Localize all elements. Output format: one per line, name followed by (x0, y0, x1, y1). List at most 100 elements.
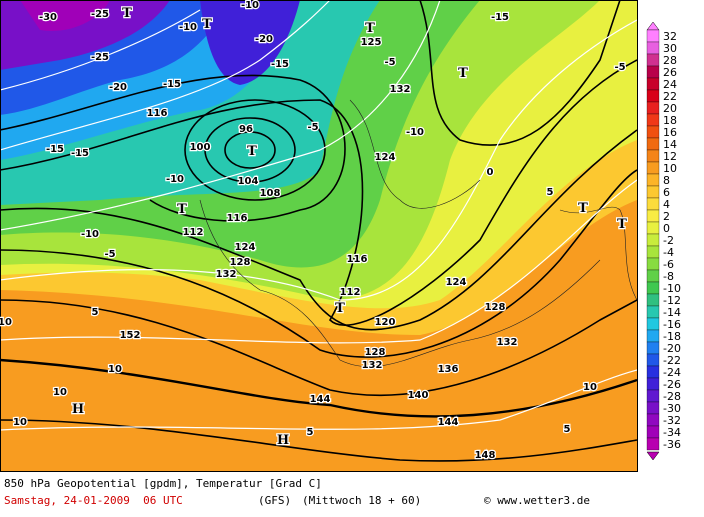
scale-label: -8 (663, 270, 674, 283)
scale-cell (646, 401, 660, 415)
contour-label: -30 (39, 12, 57, 23)
contour-label: 136 (438, 364, 459, 375)
contour-label: 5 (92, 307, 99, 318)
pressure-center: T (122, 6, 132, 21)
contour-label: 148 (475, 450, 496, 461)
scale-label: -22 (663, 354, 681, 367)
scale-label: -34 (663, 426, 681, 439)
scale-label: -16 (663, 318, 681, 331)
scale-label: 12 (663, 150, 677, 163)
contour-label: 124 (375, 152, 396, 163)
scale-cell (646, 221, 660, 235)
contour-label: 128 (230, 257, 251, 268)
contour-label: -5 (307, 122, 318, 133)
scale-cell (646, 209, 660, 223)
scale-label: -18 (663, 330, 681, 343)
contour-label: 5 (564, 424, 571, 435)
scale-cell (646, 341, 660, 355)
map-area (0, 0, 638, 472)
contour-label: -25 (91, 52, 109, 63)
scale-label: -32 (663, 414, 681, 427)
contour-label: -20 (255, 34, 273, 45)
scale-label: 18 (663, 114, 677, 127)
scale-cell (646, 293, 660, 307)
scale-cell (646, 101, 660, 115)
scale-cell (646, 365, 660, 379)
scale-label: 30 (663, 42, 677, 55)
pressure-center: T (365, 21, 375, 36)
scale-cell (646, 413, 660, 427)
scale-cell (646, 185, 660, 199)
scale-cell (646, 89, 660, 103)
contour-label: 116 (347, 254, 368, 265)
scale-cell (646, 113, 660, 127)
temp-zone (200, 0, 300, 85)
pressure-center: T (177, 202, 187, 217)
contour-label: -10 (179, 22, 197, 33)
scale-cell (646, 161, 660, 175)
contour-label: -15 (163, 79, 181, 90)
scale-label: 22 (663, 90, 677, 103)
contour-label: 5 (547, 187, 554, 198)
contour-label: 5 (307, 427, 314, 438)
scale-label: 32 (663, 30, 677, 43)
footer-model: (GFS) (258, 494, 291, 507)
contour-label: -5 (384, 57, 395, 68)
contour-label: 108 (260, 188, 281, 199)
scale-cell (646, 425, 660, 439)
scale-label: 20 (663, 102, 677, 115)
scale-cell (646, 137, 660, 151)
scale-cell (646, 197, 660, 211)
scale-label: 14 (663, 138, 677, 151)
contour-label: 10 (13, 417, 27, 428)
scale-label: 2 (663, 210, 670, 223)
scale-label: 0 (663, 222, 670, 235)
contour-label: 124 (235, 242, 256, 253)
contour-label: 125 (361, 37, 382, 48)
scale-label: -14 (663, 306, 681, 319)
color-scale: 32302826242220181614121086420-2-4-6-8-10… (646, 21, 681, 461)
scale-label: -2 (663, 234, 674, 247)
scale-label: -10 (663, 282, 681, 295)
pressure-center: T (617, 217, 627, 232)
contour-label: 112 (183, 227, 204, 238)
contour-label: 132 (390, 84, 411, 95)
contour-label: 100 (190, 142, 211, 153)
contour-label: 116 (227, 213, 248, 224)
contour-label: 152 (120, 330, 141, 341)
footer-credit: © www.wetter3.de (484, 494, 590, 507)
scale-label: 6 (663, 186, 670, 199)
contour-label: 10 (108, 364, 122, 375)
scale-cell (646, 41, 660, 55)
scale-cell (646, 305, 660, 319)
contour-label: 128 (365, 347, 386, 358)
scale-cell (646, 257, 660, 271)
isotherms (0, 0, 638, 431)
scale-cell (646, 437, 660, 451)
scale-cell (646, 329, 660, 343)
contour-label: 96 (239, 124, 253, 135)
contour-label: 116 (147, 108, 168, 119)
scale-cell (646, 29, 660, 43)
contour-label: -5 (104, 249, 115, 260)
contour-label: -15 (46, 144, 64, 155)
scale-arrow (646, 451, 660, 461)
pressure-center: T (247, 144, 257, 159)
contour-label: 132 (497, 337, 518, 348)
contour-label: -10 (406, 127, 424, 138)
contour-label: -15 (491, 12, 509, 23)
geopotential-contours (0, 0, 638, 462)
scale-cell (646, 353, 660, 367)
pressure-center: T (202, 17, 212, 32)
scale-cell (646, 317, 660, 331)
contour-label: 112 (340, 287, 361, 298)
contour-label: 144 (438, 417, 459, 428)
footer-date: Samstag, 24-01-2009 06 UTC (4, 494, 183, 507)
scale-label: -24 (663, 366, 681, 379)
coastlines (199, 99, 638, 368)
pressure-center: H (72, 402, 84, 417)
scale-label: -36 (663, 438, 681, 451)
